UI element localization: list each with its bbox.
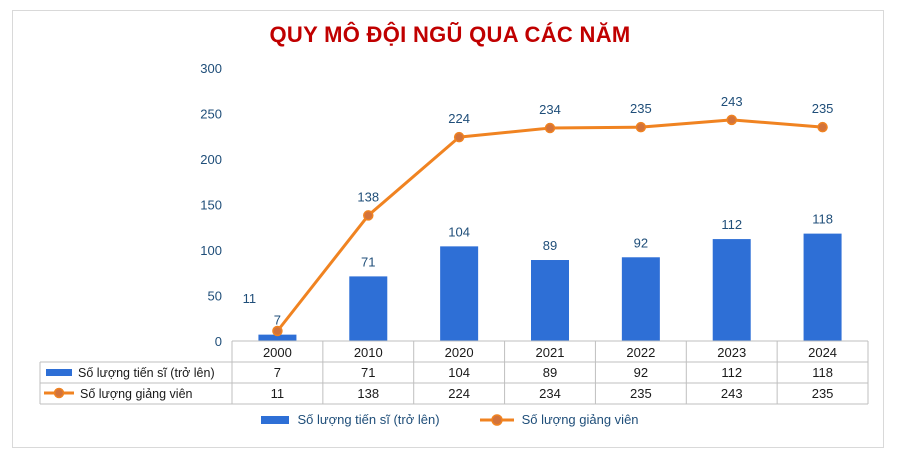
bar: [349, 276, 388, 341]
table-cell: 235: [630, 386, 652, 401]
table-cell: 243: [721, 386, 743, 401]
y-tick-label: 150: [200, 198, 222, 213]
table-cell: 112: [721, 365, 742, 380]
x-tick-label: 2021: [536, 345, 565, 360]
bar-data-label: 71: [361, 254, 375, 269]
table-cell: 104: [448, 365, 470, 380]
y-tick-label: 0: [215, 334, 222, 349]
line-data-label: 235: [812, 101, 834, 116]
line-point: [544, 122, 556, 134]
x-tick-label: 2024: [808, 345, 837, 360]
table-cell: 11: [271, 386, 285, 401]
bar: [531, 260, 569, 341]
table-cell: 118: [812, 365, 833, 380]
y-tick-label: 200: [200, 152, 222, 167]
chart-legend: Số lượng tiến sĩ (trở lên) Số lượng giản…: [0, 412, 900, 427]
legend-item-line: Số lượng giảng viên: [479, 412, 639, 427]
legend-item-bars: Số lượng tiến sĩ (trở lên): [261, 412, 440, 427]
line-data-label: 138: [357, 189, 379, 204]
bar: [440, 246, 479, 341]
line-point: [817, 121, 828, 133]
x-tick-label: 2010: [354, 345, 383, 360]
table-legend-bar-swatch: [46, 369, 72, 376]
line-point: [726, 114, 737, 126]
line-data-label: 235: [630, 101, 652, 116]
table-cell: 89: [543, 365, 557, 380]
bar-data-label: 104: [448, 224, 470, 239]
legend-label-bars: Số lượng tiến sĩ (trở lên): [297, 412, 440, 427]
x-tick-label: 2000: [263, 345, 292, 360]
line-data-label: 243: [721, 94, 743, 109]
table-legend-line-marker: [53, 387, 65, 399]
chart-title: QUY MÔ ĐỘI NGŨ QUA CÁC NĂM: [269, 22, 631, 47]
table-row-label-bars: Số lượng tiến sĩ (trở lên): [78, 366, 215, 380]
bar-data-label: 92: [634, 235, 648, 250]
y-tick-label: 250: [200, 107, 222, 122]
x-tick-label: 2023: [717, 345, 746, 360]
y-tick-label: 50: [208, 289, 222, 304]
x-tick-label: 2020: [445, 345, 474, 360]
bar-data-label: 118: [812, 212, 833, 227]
bar: [712, 239, 751, 341]
line-point: [272, 325, 283, 337]
table-cell: 92: [634, 365, 648, 380]
table-cell: 235: [812, 386, 834, 401]
y-tick-label: 100: [200, 243, 222, 258]
line-point: [363, 210, 374, 221]
line-data-label: 224: [448, 111, 470, 126]
legend-bar-swatch: [261, 415, 290, 424]
bar-data-label: 7: [274, 313, 281, 328]
bar: [258, 334, 297, 341]
bar: [621, 257, 660, 341]
line-point: [453, 131, 465, 143]
bar-data-label: 112: [721, 217, 742, 232]
table-row-label-line: Số lượng giảng viên: [80, 387, 193, 401]
chart-frame: [12, 10, 884, 448]
table-cell: 138: [357, 386, 379, 401]
table-cell: 234: [539, 386, 561, 401]
bar: [803, 233, 842, 341]
x-tick-label: 2022: [626, 345, 655, 360]
table-cell: 71: [361, 365, 375, 380]
table-cell: 7: [274, 365, 281, 380]
line-data-label: 234: [539, 102, 561, 117]
legend-line-swatch: [479, 413, 514, 426]
legend-label-line: Số lượng giảng viên: [521, 412, 639, 427]
line-point: [635, 121, 647, 133]
bar-data-label: 89: [543, 238, 557, 253]
y-tick-label: 300: [200, 61, 222, 76]
line-data-label: 11: [243, 291, 257, 306]
table-cell: 224: [448, 386, 470, 401]
